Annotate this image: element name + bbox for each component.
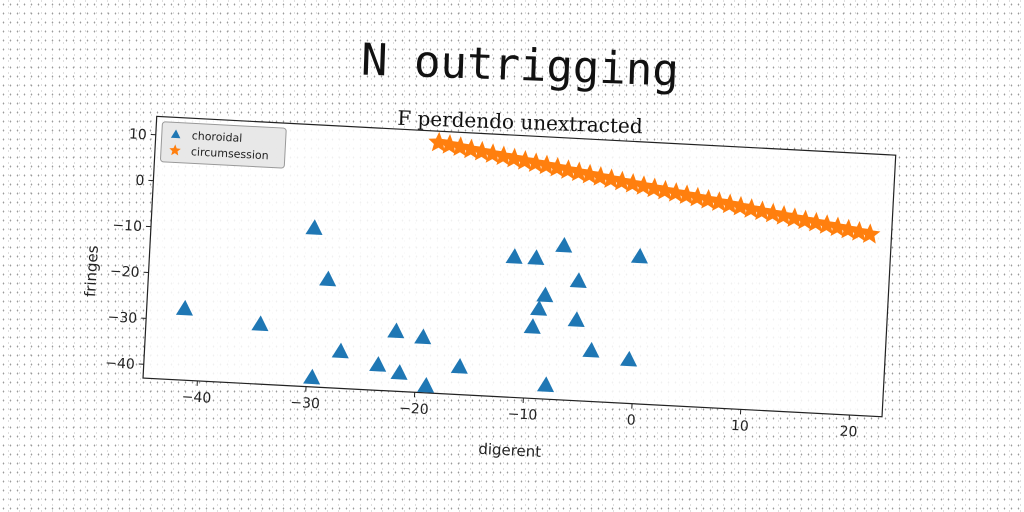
star-point xyxy=(730,195,752,217)
triangle-point xyxy=(305,219,323,235)
y-tick-label: 0 xyxy=(135,173,145,189)
x-tick-label: 0 xyxy=(626,412,636,428)
triangle-point xyxy=(251,315,269,332)
chart-container: −40 −30 −20 −10 0 10 20 10 0 −10 −20 −30 −40 digere… xyxy=(70,101,907,483)
star-point xyxy=(514,150,536,171)
star-point xyxy=(503,147,525,168)
star-point xyxy=(687,186,708,207)
triangle-point xyxy=(450,358,468,374)
star-point xyxy=(751,200,773,221)
star-point xyxy=(493,145,514,166)
star-point xyxy=(805,211,827,233)
triangle-point xyxy=(567,311,585,327)
x-tick-label: 10 xyxy=(731,418,750,435)
scatter-chart: −40 −30 −20 −10 0 10 20 10 0 −10 −20 −30 −40 digere… xyxy=(81,115,897,461)
star-point xyxy=(482,143,504,164)
y-tick-label: −20 xyxy=(110,263,140,281)
triangle-point xyxy=(620,350,638,367)
triangle-point xyxy=(630,247,648,264)
y-tick-label: 10 xyxy=(129,126,148,143)
star-point xyxy=(665,182,687,203)
triangle-point xyxy=(390,364,408,380)
x-tick-label: −20 xyxy=(399,401,429,419)
triangle-point xyxy=(555,236,573,253)
data-marks xyxy=(175,131,881,393)
star-point xyxy=(579,163,601,185)
legend-label: choroidal xyxy=(191,129,242,145)
x-tick-label: −30 xyxy=(290,395,320,413)
star-point xyxy=(654,179,676,201)
triangle-point xyxy=(319,270,337,287)
star-point xyxy=(611,170,633,191)
star-point xyxy=(676,184,698,205)
triangle-point xyxy=(523,318,541,334)
star-point xyxy=(762,202,784,223)
star-point xyxy=(784,207,805,228)
star-point xyxy=(816,214,838,235)
star-point xyxy=(590,166,611,187)
star-point xyxy=(557,159,579,180)
triangle-point xyxy=(387,322,405,339)
star-point xyxy=(708,191,730,212)
y-tick-label: −10 xyxy=(112,218,142,236)
triangle-point xyxy=(417,376,435,393)
star-point xyxy=(740,198,762,219)
chart-title: N outrigging xyxy=(360,34,680,97)
legend-star-icon xyxy=(169,144,181,156)
triangle-point xyxy=(505,248,523,264)
triangle-point xyxy=(530,300,548,316)
star-point xyxy=(848,221,870,242)
star-point xyxy=(449,136,471,157)
star-point xyxy=(439,134,461,155)
star-point xyxy=(794,209,816,230)
star-point xyxy=(600,168,622,189)
triangle-point xyxy=(582,341,600,358)
x-axis: −40 −30 −20 −10 0 10 20 xyxy=(181,380,858,441)
triangle-point xyxy=(303,368,321,385)
legend-label: circumsession xyxy=(191,145,269,162)
y-axis: 10 0 −10 −20 −30 −40 xyxy=(105,126,156,373)
star-point xyxy=(568,161,590,182)
star-point xyxy=(773,205,795,226)
triangle-point xyxy=(527,249,545,266)
triangle-point xyxy=(569,272,587,288)
star-point xyxy=(827,216,849,237)
triangle-point xyxy=(331,342,349,359)
star-point xyxy=(536,154,558,175)
star-point xyxy=(719,193,741,214)
star-point xyxy=(859,223,881,244)
triangle-point xyxy=(369,356,387,372)
triangle-point xyxy=(414,328,432,345)
x-tick-label: 20 xyxy=(839,424,858,441)
star-point xyxy=(525,152,547,173)
y-tick-label: −40 xyxy=(105,355,135,373)
triangle-point xyxy=(175,299,193,316)
x-axis-label: digerent xyxy=(478,440,542,461)
star-point xyxy=(633,175,655,196)
x-tick-label: −40 xyxy=(181,389,211,407)
star-point xyxy=(546,156,568,178)
star-point xyxy=(643,177,665,198)
legend-triangle-icon xyxy=(170,129,181,139)
x-tick-label: −10 xyxy=(507,406,537,424)
legend-box xyxy=(160,121,287,169)
triangle-point xyxy=(536,376,555,393)
star-point xyxy=(428,131,450,152)
y-axis-label: fringes xyxy=(81,245,102,298)
star-point xyxy=(460,138,482,159)
star-point xyxy=(471,140,493,162)
star-point xyxy=(697,189,719,210)
star-point xyxy=(622,172,644,194)
star-point xyxy=(837,218,859,239)
triangle-point xyxy=(536,286,554,303)
y-tick-label: −30 xyxy=(107,309,137,327)
